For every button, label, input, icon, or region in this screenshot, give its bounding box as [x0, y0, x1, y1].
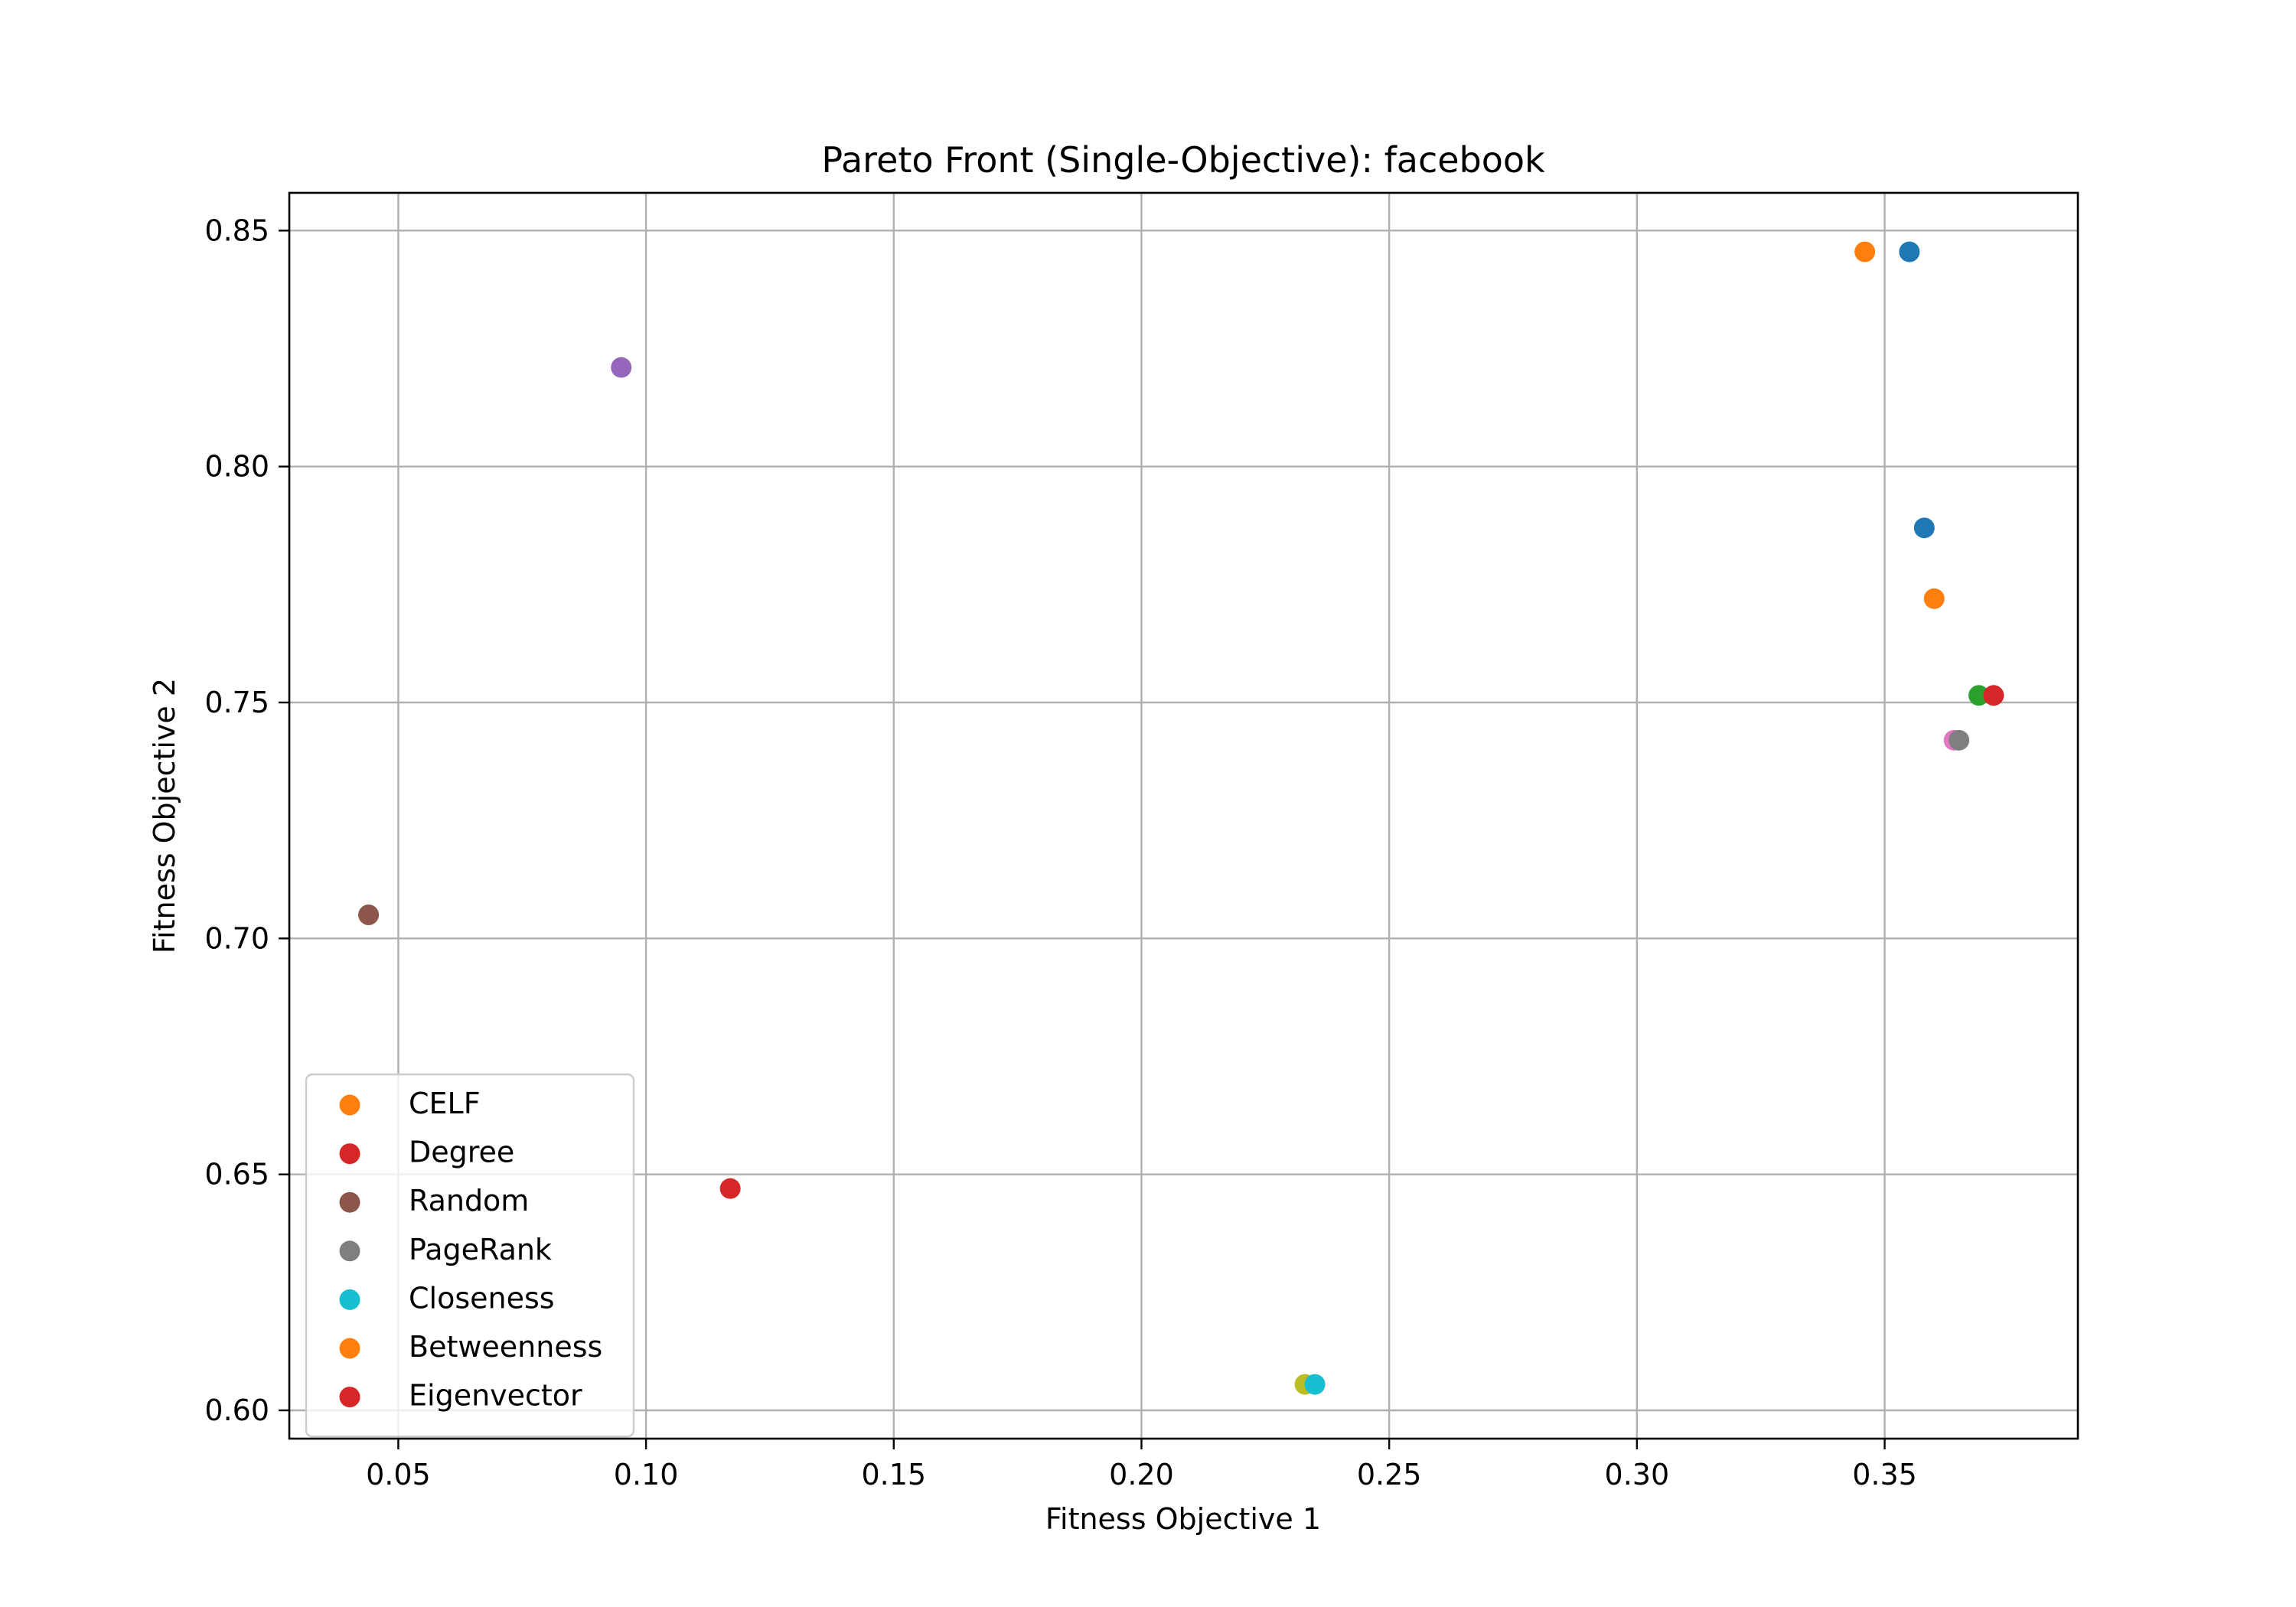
- data-point: [1913, 517, 1935, 539]
- legend-label: Betweenness: [409, 1330, 602, 1364]
- x-tick-label: 0.25: [1357, 1458, 1422, 1491]
- data-point: [1949, 729, 1970, 751]
- legend-marker: [339, 1143, 360, 1165]
- data-point: [1923, 588, 1945, 609]
- legend-marker: [339, 1094, 360, 1116]
- chart-title: Pareto Front (Single-Objective): faceboo…: [821, 139, 1545, 181]
- data-point: [1983, 685, 2004, 706]
- x-tick-label: 0.20: [1109, 1458, 1174, 1491]
- y-tick-label: 0.75: [204, 686, 269, 719]
- x-tick-label: 0.35: [1852, 1458, 1917, 1491]
- x-tick-label: 0.10: [614, 1458, 679, 1491]
- legend-marker: [339, 1387, 360, 1408]
- data-point: [719, 1178, 741, 1199]
- data-point: [358, 905, 380, 925]
- data-point: [611, 357, 632, 378]
- legend-label: PageRank: [409, 1233, 552, 1266]
- data-point: [1304, 1374, 1326, 1395]
- data-points: [358, 241, 2004, 1395]
- data-point: [1854, 241, 1876, 262]
- legend-label: Degree: [409, 1136, 514, 1169]
- legend-label: Random: [409, 1184, 529, 1217]
- axis-ticks: 0.05 0.10 0.15 0.20 0.25 0.30 0.35 0.60 0.65 0.70…: [204, 214, 1916, 1491]
- legend-label: Eigenvector: [409, 1379, 582, 1413]
- data-point: [1899, 241, 1920, 262]
- x-tick-label: 0.30: [1605, 1458, 1670, 1491]
- plot-frame: [288, 191, 2079, 1440]
- y-tick-label: 0.85: [204, 214, 269, 247]
- legend-marker: [339, 1240, 360, 1262]
- y-tick-label: 0.70: [204, 921, 269, 955]
- x-axis-label: Fitness Objective 1: [1045, 1502, 1321, 1536]
- data-point: [1968, 685, 1990, 706]
- y-tick-label: 0.65: [204, 1158, 269, 1191]
- y-axis-label: Fitness Objective 2: [148, 678, 181, 953]
- legend-label: Closeness: [409, 1281, 555, 1315]
- y-tick-label: 0.60: [204, 1393, 269, 1427]
- y-tick-label: 0.80: [204, 450, 269, 484]
- x-tick-label: 0.05: [366, 1458, 431, 1491]
- legend-box: [305, 1073, 635, 1438]
- legend-label: CELF: [409, 1087, 481, 1120]
- legend-marker: [339, 1289, 360, 1310]
- x-tick-label: 0.15: [861, 1458, 926, 1491]
- legend-marker: [339, 1191, 360, 1213]
- legend-marker: [339, 1338, 360, 1359]
- legend: CELF Degree Random PageRank Closeness Between…: [305, 1073, 635, 1438]
